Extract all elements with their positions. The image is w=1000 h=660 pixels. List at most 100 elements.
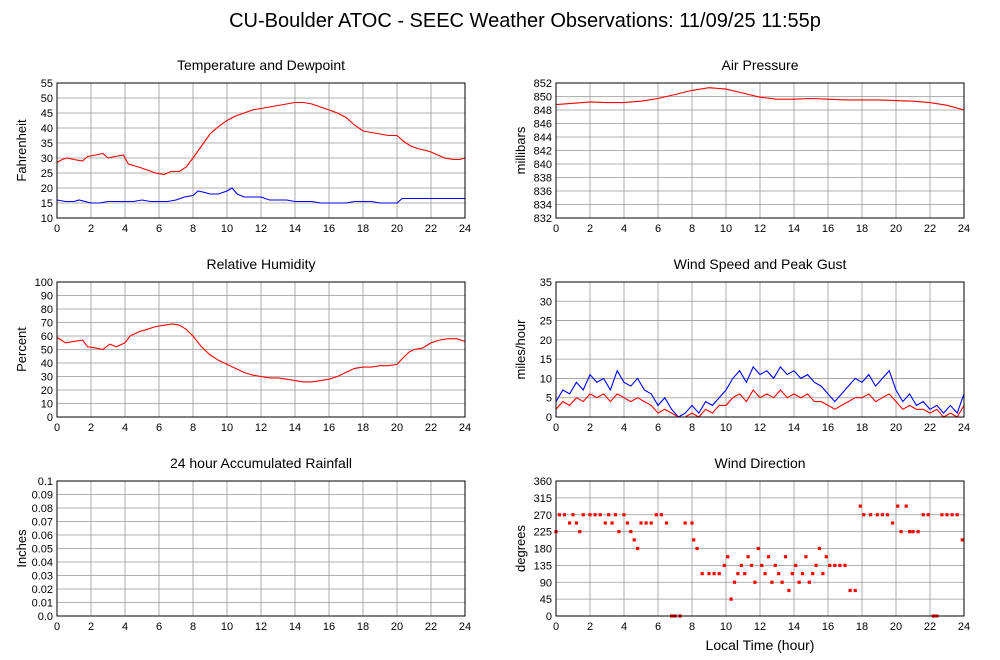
dir-data-point bbox=[945, 513, 949, 517]
pressure-x-tick-label: 6 bbox=[655, 223, 661, 235]
dir-data-point bbox=[578, 530, 582, 534]
pressure-x-tick-label: 18 bbox=[856, 223, 868, 235]
dir-data-point bbox=[629, 530, 633, 534]
pressure-y-tick-label: 842 bbox=[534, 146, 552, 158]
rh-x-tick-label: 8 bbox=[190, 422, 196, 434]
dir-x-tick-label: 20 bbox=[890, 621, 902, 633]
rain-x-tick-label: 4 bbox=[122, 621, 128, 633]
dir-data-point bbox=[593, 513, 597, 517]
wind-series-line-0 bbox=[555, 365, 965, 418]
dir-data-point bbox=[654, 513, 658, 517]
pressure-plot-frame bbox=[555, 82, 965, 219]
pressure-x-tick-label: 2 bbox=[587, 223, 593, 235]
rain-x-tick-label: 14 bbox=[289, 621, 301, 633]
wind-x-tick-label: 16 bbox=[822, 422, 834, 434]
wind-y-tick-label: 5 bbox=[546, 393, 552, 405]
dir-data-point bbox=[746, 555, 750, 559]
dir-x-axis-label: Local Time (hour) bbox=[706, 637, 815, 653]
rh-x-tick-label: 24 bbox=[459, 422, 471, 434]
rh-x-tick-label: 6 bbox=[156, 422, 162, 434]
page-title: CU-Boulder ATOC - SEEC Weather Observati… bbox=[229, 10, 821, 32]
pressure-x-tick-label: 0 bbox=[553, 223, 559, 235]
pressure-x-tick-label: 14 bbox=[788, 223, 800, 235]
dir-data-point bbox=[562, 513, 567, 517]
dir-data-point bbox=[700, 572, 704, 576]
pressure-x-tick-label: 4 bbox=[621, 223, 627, 235]
rain-x-tick-label: 2 bbox=[88, 621, 94, 633]
dir-data-point bbox=[773, 563, 777, 567]
dir-data-point bbox=[787, 588, 791, 593]
wind-x-tick-label: 4 bbox=[621, 422, 627, 434]
rh-x-tick-label: 22 bbox=[425, 422, 437, 434]
dir-data-point bbox=[622, 513, 626, 517]
temp-x-tick-label: 0 bbox=[54, 223, 60, 235]
rh-title: Relative Humidity bbox=[207, 256, 316, 272]
dir-data-point bbox=[783, 555, 788, 559]
pressure-x-tick-label: 10 bbox=[720, 223, 732, 235]
dir-x-tick-label: 14 bbox=[788, 621, 800, 633]
dir-x-tick-label: 6 bbox=[655, 621, 661, 633]
dir-y-tick-label: 0 bbox=[546, 611, 552, 623]
dir-data-point bbox=[632, 538, 636, 542]
wind-x-tick-label: 14 bbox=[788, 422, 800, 434]
temp-x-tick-label: 4 bbox=[122, 223, 128, 235]
rh-x-tick-label: 2 bbox=[88, 422, 94, 434]
rh-x-tick-label: 12 bbox=[255, 422, 267, 434]
temp-x-tick-label: 24 bbox=[459, 223, 471, 235]
dir-data-point bbox=[695, 546, 699, 551]
wind-y-tick-label: 0 bbox=[546, 412, 552, 424]
rh-y-tick-label: 40 bbox=[41, 358, 53, 370]
rh-y-tick-label: 50 bbox=[41, 345, 53, 357]
rh-y-tick-label: 30 bbox=[41, 372, 53, 384]
dir-data-point bbox=[664, 521, 669, 525]
rain-x-tick-label: 12 bbox=[255, 621, 267, 633]
pressure-y-tick-label: 848 bbox=[534, 105, 552, 117]
pressure-y-tick-label: 852 bbox=[534, 78, 552, 90]
pressure-series-line-0 bbox=[555, 87, 965, 111]
rh-y-tick-label: 60 bbox=[41, 331, 53, 343]
dir-title: Wind Direction bbox=[714, 455, 805, 471]
dir-data-point bbox=[760, 563, 764, 567]
dir-data-point bbox=[690, 521, 694, 525]
temp-y-tick-label: 45 bbox=[41, 108, 53, 120]
rain-x-tick-label: 6 bbox=[156, 621, 162, 633]
rain-x-tick-label: 22 bbox=[425, 621, 437, 633]
dir-data-point bbox=[636, 546, 640, 551]
dir-data-point bbox=[607, 513, 611, 517]
rh-series-line-0 bbox=[56, 323, 466, 383]
dir-data-point bbox=[790, 572, 794, 576]
dir-data-point bbox=[908, 530, 912, 534]
dir-y-axis-label: degrees bbox=[513, 525, 528, 572]
rain-y-tick-label: 0.08 bbox=[32, 503, 53, 515]
dir-data-point bbox=[722, 563, 726, 567]
rain-y-tick-label: 0.07 bbox=[32, 517, 53, 529]
temp-x-tick-label: 20 bbox=[391, 223, 403, 235]
pressure-x-tick-label: 20 bbox=[890, 223, 902, 235]
pressure-y-tick-label: 832 bbox=[534, 213, 552, 225]
wind-title: Wind Speed and Peak Gust bbox=[674, 256, 847, 272]
temp-series-line-0 bbox=[56, 101, 466, 176]
rain-x-tick-label: 10 bbox=[221, 621, 233, 633]
wind-y-tick-label: 30 bbox=[540, 296, 552, 308]
dir-data-point bbox=[828, 563, 832, 567]
dir-data-point bbox=[824, 555, 828, 559]
wind-x-tick-label: 10 bbox=[720, 422, 732, 434]
temp-x-tick-label: 14 bbox=[289, 223, 301, 235]
dir-data-point bbox=[848, 588, 852, 593]
dir-data-point bbox=[807, 580, 811, 584]
temp-x-tick-label: 22 bbox=[425, 223, 437, 235]
rain-x-tick-label: 0 bbox=[54, 621, 60, 633]
dir-data-point bbox=[780, 580, 784, 584]
dir-data-point bbox=[880, 513, 884, 517]
dir-x-tick-label: 10 bbox=[720, 621, 732, 633]
rain-x-tick-label: 18 bbox=[357, 621, 369, 633]
dir-data-point bbox=[739, 563, 743, 567]
temp-y-tick-label: 15 bbox=[41, 198, 53, 210]
wind-x-tick-label: 18 bbox=[856, 422, 868, 434]
dir-data-point bbox=[926, 513, 930, 517]
dir-data-point bbox=[804, 555, 808, 559]
rain-title: 24 hour Accumulated Rainfall bbox=[170, 455, 352, 471]
